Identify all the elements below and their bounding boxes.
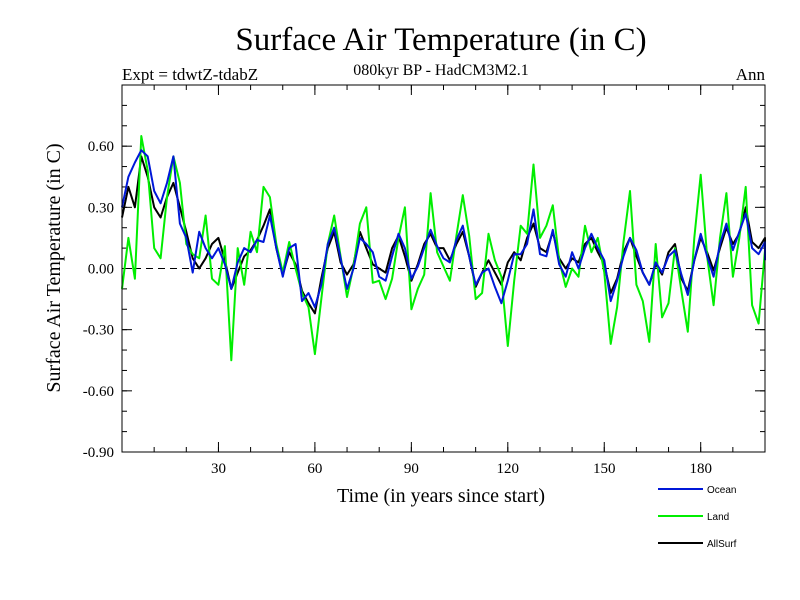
x-tick-label: 90: [404, 461, 419, 477]
experiment-label: Expt = tdwtZ-tdabZ: [122, 65, 258, 84]
season-label: Ann: [736, 65, 766, 84]
x-tick-label: 150: [593, 461, 616, 477]
chart-subtitle: 080kyr BP - HadCM3M2.1: [353, 62, 528, 79]
series-line-allsurf: [121, 155, 766, 315]
legend-label-allsurf: AllSurf: [707, 539, 737, 550]
series-line-land: [121, 135, 766, 362]
plot-frame: [121, 84, 766, 453]
chart-title: Surface Air Temperature (in C): [235, 22, 646, 58]
y-tick-label: -0.30: [83, 323, 114, 339]
legend-label-land: Land: [707, 512, 729, 523]
y-tick-label: 0.30: [88, 200, 114, 216]
axes: -0.90 -0.60 -0.30 0.00 0.30 0.60 30 60 90 120 150 1…: [83, 84, 766, 477]
x-tick-label: 60: [307, 461, 322, 477]
x-axis-label: Time (in years since start): [337, 485, 545, 507]
y-tick-label: -0.90: [83, 445, 114, 461]
x-tick-label: 120: [497, 461, 520, 477]
series-lines: [121, 135, 766, 362]
legend: Ocean Land AllSurf: [658, 485, 737, 550]
y-tick-label: -0.60: [83, 384, 114, 400]
series-line-ocean: [121, 149, 766, 309]
y-tick-label: 0.60: [88, 139, 114, 155]
y-tick-label: 0.00: [88, 262, 114, 278]
y-axis-label: Surface Air Temperature (in C): [43, 143, 65, 392]
legend-label-ocean: Ocean: [707, 485, 736, 496]
x-tick-label: 30: [211, 461, 226, 477]
x-tick-label: 180: [689, 461, 712, 477]
